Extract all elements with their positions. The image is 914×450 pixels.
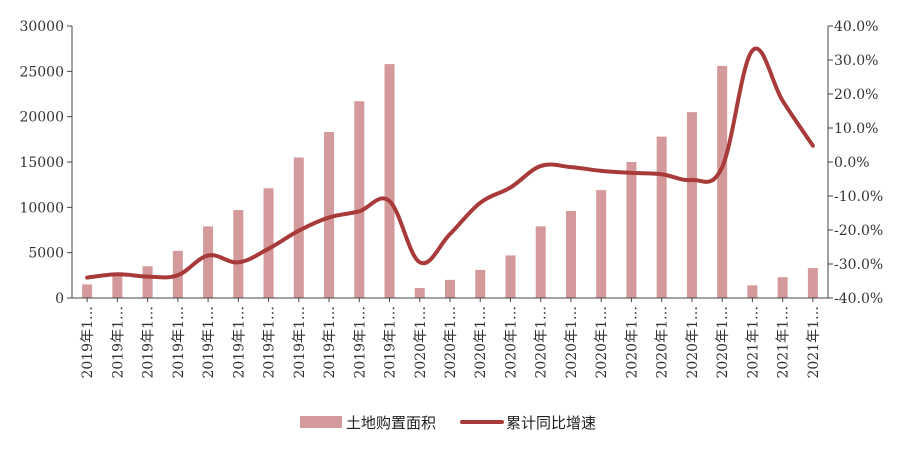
x-tick-label-7: 2019年1… (292, 306, 308, 379)
x-tick-label-0: 2019年1… (80, 306, 96, 379)
x-tick-label-20: 2020年1… (685, 306, 701, 379)
bar-11 (414, 288, 425, 298)
bar-17 (596, 190, 607, 298)
legend: 土地购置面积 累计同比增速 (300, 414, 596, 432)
x-tick-label-11: 2020年1… (413, 306, 429, 379)
bar-18 (626, 162, 637, 298)
x-tick-label-4: 2019年1… (201, 306, 217, 379)
growth-rate-line (85, 46, 815, 280)
x-tick-label-12: 2020年1… (443, 306, 459, 379)
x-tick-label-21: 2020年1… (715, 306, 731, 379)
legend-swatch-bar (300, 416, 342, 428)
left-tick-label-5: 25000 (19, 64, 64, 80)
left-y-ticks: 0 5000 10000 15000 20000 25000 30000 (19, 19, 72, 307)
x-tick-label-2: 2019年1… (141, 306, 157, 379)
bar-23 (777, 277, 788, 298)
legend-label-line: 累计同比增速 (506, 414, 596, 432)
right-tick-label-4: 0.0% (834, 155, 870, 171)
left-tick-label-0: 0 (55, 291, 64, 307)
bar-15 (535, 226, 546, 298)
left-tick-label-6: 30000 (19, 19, 64, 35)
bar-16 (565, 210, 576, 298)
right-tick-label-3: -10.0% (834, 189, 883, 205)
bar-2 (142, 266, 153, 298)
left-tick-label-1: 5000 (28, 246, 64, 262)
x-tick-label-18: 2020年1… (624, 306, 640, 379)
x-tick-label-8: 2019年1… (322, 306, 338, 379)
x-tick-label-13: 2020年1… (473, 306, 489, 379)
x-tick-label-22: 2021年1… (745, 306, 761, 379)
bar-12 (445, 279, 455, 298)
left-tick-label-4: 20000 (19, 110, 64, 126)
x-tick-label-3: 2019年1… (171, 306, 187, 379)
bar-21 (717, 65, 728, 298)
x-tick-label-6: 2019年1… (262, 306, 278, 379)
right-tick-label-6: 20.0% (834, 87, 878, 103)
bar-19 (656, 136, 667, 298)
right-tick-label-2: -20.0% (834, 223, 883, 239)
right-tick-label-5: 10.0% (834, 121, 878, 137)
bar-14 (505, 255, 516, 298)
bar-24 (807, 268, 818, 298)
x-tick-label-9: 2019年1… (352, 306, 368, 379)
right-tick-label-1: -30.0% (834, 257, 883, 273)
bar-1 (112, 274, 123, 298)
x-tick-label-17: 2020年1… (594, 306, 610, 379)
x-tick-label-5: 2019年1… (231, 306, 247, 379)
left-tick-label-3: 15000 (19, 155, 64, 171)
bar-0 (82, 284, 93, 298)
x-tick-label-16: 2020年1… (564, 306, 580, 379)
bar-20 (686, 112, 697, 298)
bar-series (82, 64, 818, 298)
left-tick-label-2: 10000 (19, 200, 64, 216)
axes (71, 26, 829, 299)
x-tick-label-24: 2021年1… (806, 306, 822, 379)
bar-13 (475, 269, 486, 298)
line-series (85, 46, 815, 280)
legend-label-bar: 土地购置面积 (346, 414, 436, 432)
x-tick-label-19: 2020年1… (655, 306, 671, 379)
x-tick-label-10: 2019年1… (383, 306, 399, 379)
bar-5 (233, 210, 244, 298)
right-tick-label-0: -40.0% (834, 291, 883, 307)
bar-8 (324, 132, 335, 298)
bar-9 (354, 101, 365, 298)
bar-4 (203, 226, 214, 298)
x-tick-label-23: 2021年1… (776, 306, 792, 379)
right-y-ticks: -40.0% -30.0% -20.0% -10.0% 0.0% 10.0% 20.0% 30… (828, 19, 883, 307)
right-tick-label-7: 30.0% (834, 53, 878, 69)
x-tick-label-14: 2020年1… (503, 306, 519, 379)
x-tick-label-15: 2020年1… (534, 306, 550, 379)
bar-10 (384, 64, 395, 298)
x-tick-label-1: 2019年1… (110, 306, 126, 379)
bar-7 (293, 157, 304, 298)
x-tick-labels: 2019年1… 2019年1… 2019年1… 2019年1… 2019年1… 2019年… (80, 298, 822, 379)
bar-6 (263, 188, 274, 298)
right-tick-label-8: 40.0% (834, 19, 878, 35)
bar-22 (747, 285, 758, 298)
